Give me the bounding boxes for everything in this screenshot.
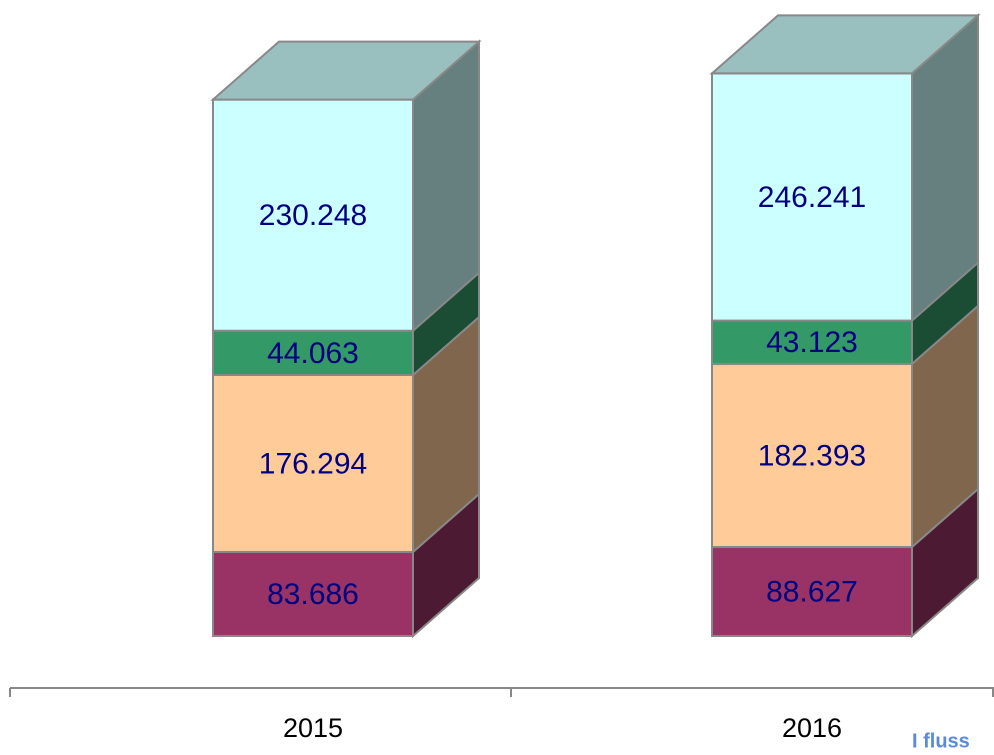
bar-segment [711,72,913,322]
x-tick-label: 2015 [283,713,343,743]
bar-segment [212,329,414,376]
value-label: 43.123 [766,326,858,359]
value-label: 83.686 [267,578,359,611]
bar-segment [711,362,913,549]
value-label: 176.294 [259,447,367,480]
value-label: 246.241 [758,181,866,214]
value-label: 182.393 [758,439,866,472]
annotation: I fluss [912,730,970,752]
x-tick-label: 2016 [782,713,842,743]
bar-top [210,40,482,101]
bar-top [709,14,981,75]
bar-segment [212,98,414,332]
bar-segment [711,546,913,637]
value-label: 44.063 [267,337,359,370]
value-label: 88.627 [766,575,858,608]
bar-segment [212,550,414,637]
value-label: 230.248 [259,199,367,232]
